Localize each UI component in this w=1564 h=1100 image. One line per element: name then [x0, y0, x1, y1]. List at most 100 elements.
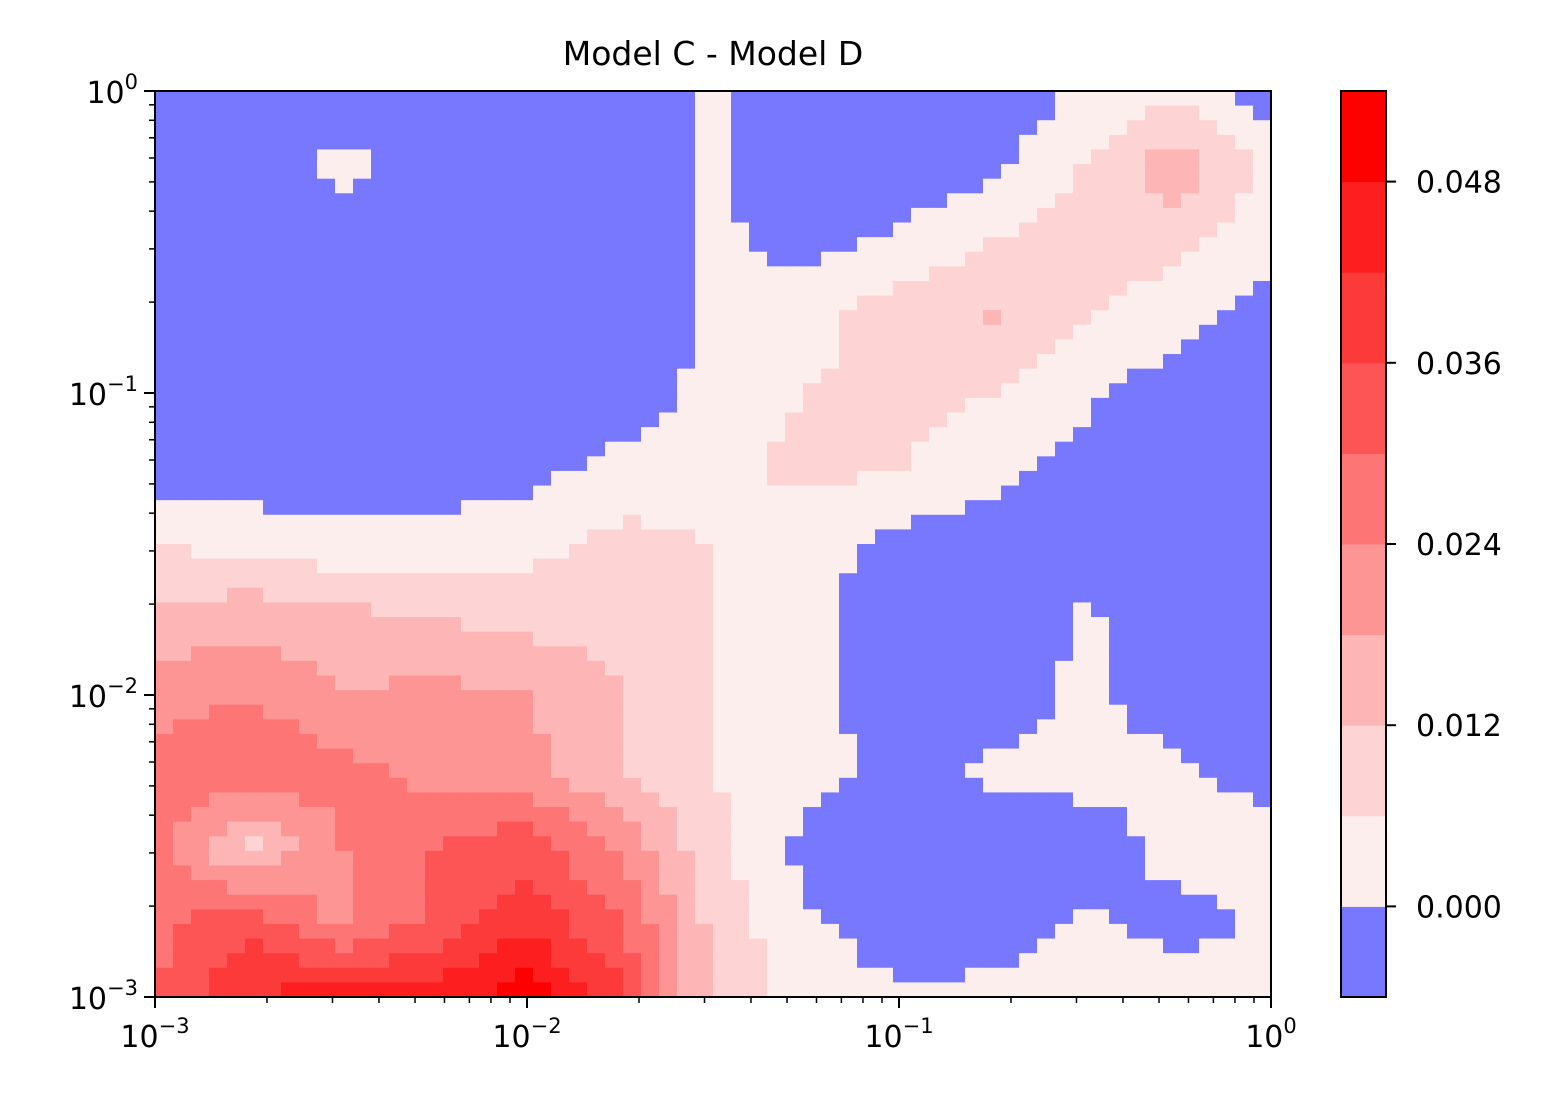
contour-cell [1091, 237, 1110, 253]
contour-cell [1091, 748, 1110, 764]
contour-cell [353, 441, 372, 457]
contour-cell [1127, 982, 1146, 997]
contour-cell [983, 441, 1002, 457]
contour-cell [1109, 397, 1128, 414]
contour-cell [245, 733, 264, 750]
contour-cell [677, 514, 696, 530]
contour-cell [983, 251, 1002, 267]
contour-cell [443, 397, 462, 414]
contour-cell [623, 558, 642, 574]
contour-cell [551, 836, 570, 852]
contour-cell [1019, 660, 1038, 677]
contour-cell [875, 397, 894, 414]
contour-cell [1181, 792, 1200, 808]
contour-cell [857, 777, 876, 794]
contour-cell [587, 324, 606, 341]
contour-cell [641, 777, 660, 794]
contour-cell [497, 514, 516, 530]
contour-cell [443, 105, 462, 121]
contour-cell [1019, 193, 1038, 209]
x-tick-label: 10−1 [864, 1014, 933, 1055]
contour-cell [911, 573, 930, 589]
contour-cell [1145, 514, 1164, 530]
contour-cell [317, 923, 336, 940]
contour-cell [227, 836, 246, 852]
contour-cell [479, 266, 498, 282]
contour-cell [497, 207, 516, 224]
contour-cell [1019, 573, 1038, 589]
contour-cell [965, 412, 984, 428]
contour-cell [1037, 266, 1056, 282]
contour-cell [1109, 237, 1128, 253]
contour-cell [893, 704, 912, 720]
contour-cell [875, 280, 894, 297]
contour-cell [1199, 544, 1218, 560]
contour-cell [587, 237, 606, 253]
contour-cell [1001, 938, 1020, 954]
contour-cell [263, 631, 282, 647]
contour-cell [767, 470, 786, 487]
contour-cell [425, 617, 444, 633]
contour-cell [713, 646, 732, 662]
contour-cell [785, 193, 804, 209]
contour-cell [587, 763, 606, 779]
contour-cell [803, 704, 822, 720]
contour-cell [1037, 617, 1056, 633]
contour-cell [497, 354, 516, 370]
contour-cell [1217, 427, 1236, 443]
contour-cell [1019, 558, 1038, 574]
contour-cell [515, 383, 534, 399]
contour-cell [299, 514, 318, 530]
contour-cell [209, 193, 228, 209]
contour-cell [605, 894, 624, 910]
contour-cell [749, 558, 768, 574]
contour-cell [245, 792, 264, 808]
contour-cell [551, 631, 570, 647]
contour-cell [839, 222, 858, 238]
contour-cell [515, 967, 534, 983]
contour-cell [641, 982, 660, 997]
contour-cell [461, 733, 480, 750]
contour-cell [767, 485, 786, 501]
contour-cell [659, 237, 678, 253]
contour-cell [1217, 850, 1236, 867]
contour-cell [389, 807, 408, 823]
contour-cell [1001, 777, 1020, 794]
contour-cell [839, 733, 858, 750]
contour-cell [641, 850, 660, 867]
contour-cell [875, 953, 894, 969]
contour-cell [425, 251, 444, 267]
contour-cell [515, 631, 534, 647]
contour-cell [1055, 544, 1074, 560]
contour-cell [1235, 544, 1254, 560]
contour-cell [947, 719, 966, 735]
contour-cell [605, 456, 624, 472]
contour-cell [695, 587, 714, 604]
contour-cell [695, 456, 714, 472]
contour-cell [965, 748, 984, 764]
contour-cell [839, 544, 858, 560]
contour-cell [875, 500, 894, 516]
contour-cell [803, 514, 822, 530]
contour-cell [497, 982, 516, 997]
contour-cell [1037, 894, 1056, 910]
contour-cell [569, 807, 588, 823]
contour-cell [1163, 894, 1182, 910]
contour-cell [1253, 339, 1271, 355]
contour-cell [1073, 894, 1092, 910]
contour-cell [335, 470, 354, 487]
contour-cell [821, 704, 840, 720]
contour-cell [551, 105, 570, 121]
contour-cell [803, 251, 822, 267]
contour-cell [839, 807, 858, 823]
contour-cell [551, 573, 570, 589]
contour-cell [1073, 909, 1092, 925]
contour-cell [785, 880, 804, 896]
contour-cell [155, 777, 174, 794]
contour-cell [965, 280, 984, 297]
contour-cell [479, 310, 498, 326]
contour-cell [1055, 456, 1074, 472]
contour-cell [353, 777, 372, 794]
contour-cell [911, 558, 930, 574]
contour-cell [857, 514, 876, 530]
